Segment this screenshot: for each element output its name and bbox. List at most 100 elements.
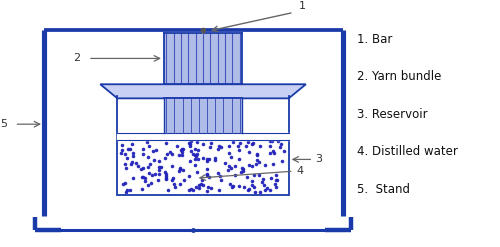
Point — [154, 160, 162, 164]
Point — [256, 190, 264, 194]
Point — [185, 141, 193, 144]
Point — [128, 162, 136, 166]
Point — [187, 139, 195, 143]
Point — [126, 147, 134, 151]
Point — [272, 182, 280, 186]
Point — [270, 151, 278, 155]
Point — [198, 178, 205, 182]
Point — [250, 185, 258, 189]
Point — [186, 159, 194, 163]
Point — [170, 182, 178, 186]
Point — [238, 167, 246, 171]
Point — [200, 143, 207, 146]
Point — [187, 187, 195, 191]
Point — [248, 179, 256, 183]
Point — [190, 188, 198, 192]
Point — [124, 187, 132, 191]
Point — [144, 171, 152, 175]
Point — [134, 165, 142, 168]
Point — [272, 173, 280, 177]
Point — [206, 175, 214, 179]
Point — [175, 168, 183, 172]
Point — [132, 161, 140, 165]
Point — [246, 150, 254, 154]
Point — [217, 145, 225, 149]
Point — [128, 176, 136, 180]
Point — [139, 152, 147, 156]
Text: 3: 3 — [316, 154, 322, 165]
Point — [144, 165, 152, 169]
Point — [128, 160, 136, 164]
Point — [254, 160, 262, 164]
Point — [236, 142, 244, 145]
Point — [253, 158, 261, 162]
Point — [162, 141, 170, 145]
Point — [216, 188, 224, 192]
Point — [146, 162, 154, 166]
Point — [146, 181, 154, 185]
Point — [128, 154, 136, 158]
Point — [225, 164, 233, 168]
Point — [225, 151, 233, 155]
Point — [176, 167, 184, 171]
Point — [161, 156, 169, 160]
Point — [234, 144, 241, 148]
Point — [178, 147, 186, 151]
Point — [144, 155, 152, 159]
Point — [180, 168, 188, 172]
Point — [203, 159, 211, 163]
Point — [232, 173, 239, 177]
Point — [228, 185, 236, 189]
Point — [255, 173, 263, 177]
Point — [175, 153, 183, 157]
Point — [240, 185, 248, 189]
Point — [168, 152, 175, 156]
Point — [164, 188, 172, 192]
Point — [248, 164, 256, 168]
Point — [162, 172, 170, 176]
Point — [186, 144, 194, 148]
Point — [260, 177, 268, 181]
Point — [142, 176, 150, 180]
Point — [199, 156, 207, 160]
Point — [214, 171, 222, 175]
Point — [274, 139, 282, 143]
Point — [179, 147, 187, 151]
Point — [244, 188, 252, 192]
Point — [236, 170, 244, 174]
Point — [244, 141, 252, 144]
Point — [252, 163, 260, 166]
Point — [249, 141, 257, 145]
Point — [122, 166, 130, 170]
Point — [140, 175, 147, 179]
Point — [176, 182, 184, 186]
Point — [226, 182, 234, 186]
Point — [195, 185, 203, 189]
Point — [261, 163, 269, 167]
Point — [185, 188, 193, 192]
Point — [148, 173, 156, 177]
Point — [203, 173, 211, 177]
Point — [162, 177, 170, 181]
Point — [189, 152, 197, 156]
Point — [238, 166, 246, 170]
Point — [196, 182, 204, 186]
Text: 2. Yarn bundle: 2. Yarn bundle — [358, 70, 442, 83]
Point — [224, 168, 232, 172]
Point — [192, 185, 200, 189]
Point — [263, 185, 271, 189]
Point — [276, 145, 283, 149]
Point — [280, 149, 288, 153]
Point — [162, 170, 170, 174]
Point — [138, 147, 146, 151]
Point — [239, 169, 247, 173]
Point — [225, 144, 233, 148]
Point — [180, 178, 188, 182]
Point — [166, 150, 174, 154]
Point — [177, 147, 185, 151]
Point — [178, 150, 186, 154]
Point — [199, 183, 207, 187]
Text: 1: 1 — [298, 0, 306, 11]
Point — [256, 144, 264, 148]
Point — [150, 172, 158, 176]
